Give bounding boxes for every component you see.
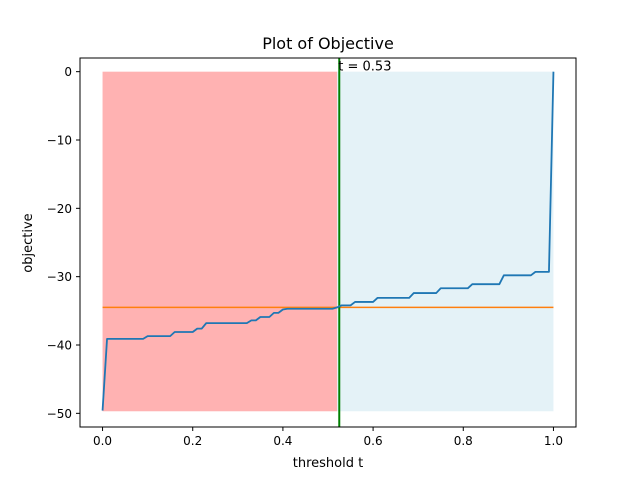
x-tick-label: 0.4: [273, 434, 292, 448]
y-axis-ticks: 0 −10 −20 −30 −40 −50: [47, 65, 80, 421]
threshold-annotation: t = 0.53: [338, 60, 391, 75]
regions-layer: [102, 71, 554, 412]
y-axis-label: objective: [21, 213, 36, 272]
y-tick-label: 0: [64, 65, 72, 79]
shaded-region-2: [337, 71, 554, 412]
chart-title: Plot of Objective: [262, 34, 394, 53]
x-axis-label: threshold t: [293, 456, 363, 471]
x-tick-label: 0.6: [364, 434, 383, 448]
x-axis-ticks: 0.0 0.2 0.4 0.6 0.8 1.0: [93, 427, 563, 448]
y-tick-label: −50: [47, 407, 72, 421]
lines-layer: [102, 58, 554, 427]
x-tick-label: 1.0: [544, 434, 563, 448]
series-layer: [101, 71, 555, 411]
x-tick-label: 0.2: [183, 434, 202, 448]
y-tick-label: −20: [47, 202, 72, 216]
plot-frame: [79, 57, 577, 428]
shaded-region-1: [102, 71, 338, 412]
objective-series-line-1: [101, 71, 555, 411]
y-tick-label: −10: [47, 134, 72, 148]
y-tick-label: −40: [47, 339, 72, 353]
x-tick-label: 0.0: [93, 434, 112, 448]
x-tick-label: 0.8: [454, 434, 473, 448]
y-tick-label: −30: [47, 270, 72, 284]
